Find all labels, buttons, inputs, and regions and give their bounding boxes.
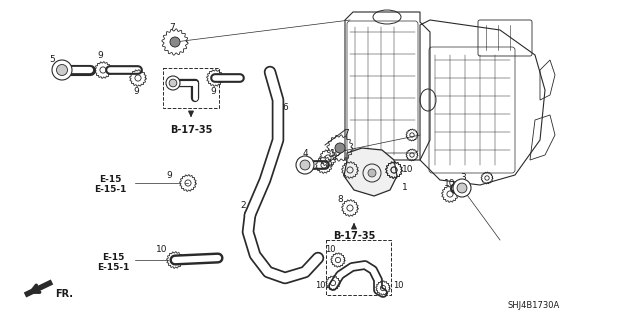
- Text: FR.: FR.: [55, 289, 73, 299]
- Circle shape: [335, 143, 345, 153]
- Text: 10: 10: [315, 280, 325, 290]
- Text: 9: 9: [133, 87, 139, 97]
- Text: 7: 7: [169, 24, 175, 33]
- Bar: [326, 240, 391, 295]
- Text: SHJ4B1730A: SHJ4B1730A: [508, 300, 560, 309]
- Text: 3: 3: [460, 174, 466, 182]
- Text: 10: 10: [393, 280, 403, 290]
- Circle shape: [368, 169, 376, 177]
- Text: 4: 4: [302, 149, 308, 158]
- Circle shape: [166, 76, 180, 90]
- Text: 9: 9: [210, 87, 216, 97]
- Text: 9: 9: [97, 50, 103, 60]
- Circle shape: [52, 60, 72, 80]
- Polygon shape: [344, 148, 397, 196]
- Text: 10: 10: [402, 166, 413, 174]
- Text: 1: 1: [402, 183, 408, 192]
- Text: E-15: E-15: [102, 254, 124, 263]
- Text: 5: 5: [49, 56, 55, 64]
- Text: E-15-1: E-15-1: [94, 186, 126, 195]
- Text: 10: 10: [324, 246, 335, 255]
- Text: E-15-1: E-15-1: [97, 263, 129, 272]
- Circle shape: [453, 179, 471, 197]
- Text: 10: 10: [330, 149, 342, 158]
- Text: B-17-35: B-17-35: [170, 125, 212, 135]
- Text: 2: 2: [241, 201, 246, 210]
- Circle shape: [169, 79, 177, 87]
- Circle shape: [296, 156, 314, 174]
- Circle shape: [170, 37, 180, 47]
- Text: 10: 10: [444, 179, 456, 188]
- Text: E-15: E-15: [99, 175, 121, 184]
- Circle shape: [457, 183, 467, 193]
- Bar: [163, 68, 219, 108]
- Text: 6: 6: [282, 102, 288, 112]
- Text: 7: 7: [343, 129, 349, 137]
- Circle shape: [56, 64, 67, 76]
- Text: 9: 9: [166, 170, 172, 180]
- Text: B-17-35: B-17-35: [333, 231, 375, 241]
- Text: 10: 10: [156, 246, 168, 255]
- Text: 8: 8: [337, 196, 343, 204]
- Circle shape: [300, 160, 310, 170]
